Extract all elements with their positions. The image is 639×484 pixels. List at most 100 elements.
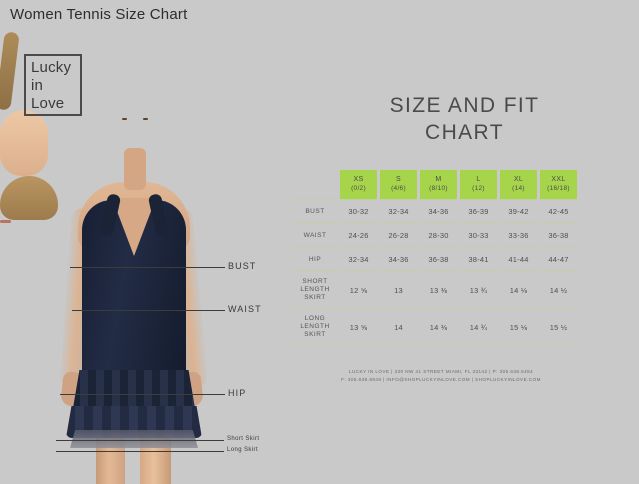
model-photo xyxy=(0,32,290,484)
size-fit-chart: SIZE AND FIT CHART XS (0/2) S xyxy=(290,32,639,484)
cell-waist-xxl: 36-38 xyxy=(540,224,577,248)
cell-waist-s: 26-28 xyxy=(380,224,417,248)
table-row: BUST 30-32 32-34 34-36 36-39 39-42 42-45 xyxy=(293,199,577,224)
size-chart-table: XS (0/2) S (4/6) M (8/10) L xyxy=(290,170,580,346)
chart-title-line-2: CHART xyxy=(425,121,504,144)
header-cell-m: M (8/10) xyxy=(420,170,457,199)
row-label-line-1: LONG xyxy=(304,315,326,322)
cell-long-skirt-xl: 15 ⅛ xyxy=(500,309,537,346)
header-numeric-s: (4/6) xyxy=(391,184,406,192)
header-size-xl: XL xyxy=(513,176,524,183)
cell-hip-xs: 32-34 xyxy=(340,248,377,272)
cell-long-skirt-xs: 13 ⅝ xyxy=(340,309,377,346)
cell-short-skirt-l: 13 ¾ xyxy=(460,272,497,309)
cell-long-skirt-xxl: 15 ½ xyxy=(540,309,577,346)
table-row: HIP 32-34 34-36 36-38 38-41 41-44 44-47 xyxy=(293,248,577,272)
model-neck xyxy=(124,148,146,190)
short-skirt-leader-line xyxy=(56,440,224,441)
cell-bust-xs: 30-32 xyxy=(340,199,377,224)
cell-long-skirt-l: 14 ¾ xyxy=(460,309,497,346)
header-numeric-xs: (0/2) xyxy=(351,184,366,192)
model-left-eye xyxy=(122,118,127,120)
chart-footer: LUCKY IN LOVE | 330 NW 41 STREET MIAMI, … xyxy=(290,368,592,383)
model-photo-area: Lucky in Love BUST WAIST HIP Short Skirt… xyxy=(0,32,290,484)
cell-short-skirt-s: 13 xyxy=(380,272,417,309)
brand-logo-line-1: Lucky xyxy=(31,59,72,76)
row-label-line-3: SKIRT xyxy=(304,331,326,338)
row-label-bust: BUST xyxy=(293,199,337,224)
callout-label-short-skirt: Short Skirt xyxy=(227,436,260,442)
cell-hip-s: 34-36 xyxy=(380,248,417,272)
header-size-xs: XS xyxy=(353,176,364,183)
header-size-l: L xyxy=(476,176,481,183)
chart-title-line-1: SIZE AND FIT xyxy=(389,94,540,117)
row-label-line-2: LENGTH xyxy=(300,323,330,330)
model-right-eye xyxy=(143,118,148,120)
bust-leader-line xyxy=(70,267,225,268)
header-cell-xl: XL (14) xyxy=(500,170,537,199)
cell-hip-xl: 41-44 xyxy=(500,248,537,272)
header-cell-l: L (12) xyxy=(460,170,497,199)
callout-label-hip: HIP xyxy=(228,388,247,398)
cell-short-skirt-xxl: 14 ½ xyxy=(540,272,577,309)
table-row: SHORT LENGTH SKIRT 12 ⅝ 13 13 ⅜ 13 ¾ 14 … xyxy=(293,272,577,309)
header-size-xxl: XXL xyxy=(551,176,566,183)
header-corner-cell xyxy=(293,170,337,199)
size-chart-header-row: XS (0/2) S (4/6) M (8/10) L xyxy=(293,170,577,199)
cell-bust-m: 34-36 xyxy=(420,199,457,224)
brand-logo: Lucky in Love xyxy=(24,54,82,116)
callout-label-bust: BUST xyxy=(228,261,257,271)
callout-label-long-skirt: Long Skirt xyxy=(227,447,259,453)
cell-hip-m: 36-38 xyxy=(420,248,457,272)
header-numeric-l: (12) xyxy=(472,184,485,192)
cell-short-skirt-m: 13 ⅜ xyxy=(420,272,457,309)
header-size-m: M xyxy=(435,176,442,183)
waist-leader-line xyxy=(72,310,225,311)
hip-leader-line xyxy=(60,394,225,395)
model-ponytail xyxy=(0,32,20,111)
cell-short-skirt-xl: 14 ⅛ xyxy=(500,272,537,309)
row-label-waist: WAIST xyxy=(293,224,337,248)
header-cell-xxl: XXL (16/18) xyxy=(540,170,577,199)
row-label-line-2: LENGTH xyxy=(300,286,330,293)
table-row: WAIST 24-26 26-28 28-30 30-33 33-36 36-3… xyxy=(293,224,577,248)
callout-label-waist: WAIST xyxy=(228,304,262,314)
cell-bust-xxl: 42-45 xyxy=(540,199,577,224)
footer-contact-line: F: 305.638.8949 | INFO@SHOPLUCKYINLOVE.C… xyxy=(341,376,541,382)
long-skirt-leader-line xyxy=(56,451,224,452)
header-size-s: S xyxy=(396,176,401,183)
cell-waist-m: 28-30 xyxy=(420,224,457,248)
footer-address-line: LUCKY IN LOVE | 330 NW 41 STREET MIAMI, … xyxy=(348,369,534,374)
cell-waist-xl: 33-36 xyxy=(500,224,537,248)
chart-title: SIZE AND FIT CHART xyxy=(290,92,639,146)
cell-hip-l: 38-41 xyxy=(460,248,497,272)
brand-logo-line-3: Love xyxy=(31,95,65,112)
cell-waist-l: 30-33 xyxy=(460,224,497,248)
header-numeric-xl: (14) xyxy=(512,184,525,192)
cell-bust-l: 36-39 xyxy=(460,199,497,224)
cell-bust-xl: 39-42 xyxy=(500,199,537,224)
header-numeric-m: (8/10) xyxy=(429,184,448,192)
header-cell-s: S (4/6) xyxy=(380,170,417,199)
header-cell-xs: XS (0/2) xyxy=(340,170,377,199)
model-head xyxy=(0,110,48,176)
row-label-line-3: SKIRT xyxy=(304,294,326,301)
row-label-hip: HIP xyxy=(293,248,337,272)
row-label-line-1: SHORT xyxy=(302,278,328,285)
brand-logo-line-2: in xyxy=(31,77,44,94)
model-hair xyxy=(0,176,58,220)
page-title: Women Tennis Size Chart xyxy=(10,6,188,23)
cell-short-skirt-xs: 12 ⅝ xyxy=(340,272,377,309)
cell-waist-xs: 24-26 xyxy=(340,224,377,248)
cell-bust-s: 32-34 xyxy=(380,199,417,224)
row-label-short-length-skirt: SHORT LENGTH SKIRT xyxy=(293,272,337,309)
row-label-long-length-skirt: LONG LENGTH SKIRT xyxy=(293,309,337,346)
model-mouth xyxy=(0,220,11,223)
header-numeric-xxl: (16/18) xyxy=(547,184,570,192)
cell-hip-xxl: 44-47 xyxy=(540,248,577,272)
cell-long-skirt-m: 14 ⅜ xyxy=(420,309,457,346)
table-row: LONG LENGTH SKIRT 13 ⅝ 14 14 ⅜ 14 ¾ 15 ⅛… xyxy=(293,309,577,346)
skirt-under-layer xyxy=(70,430,198,448)
cell-long-skirt-s: 14 xyxy=(380,309,417,346)
